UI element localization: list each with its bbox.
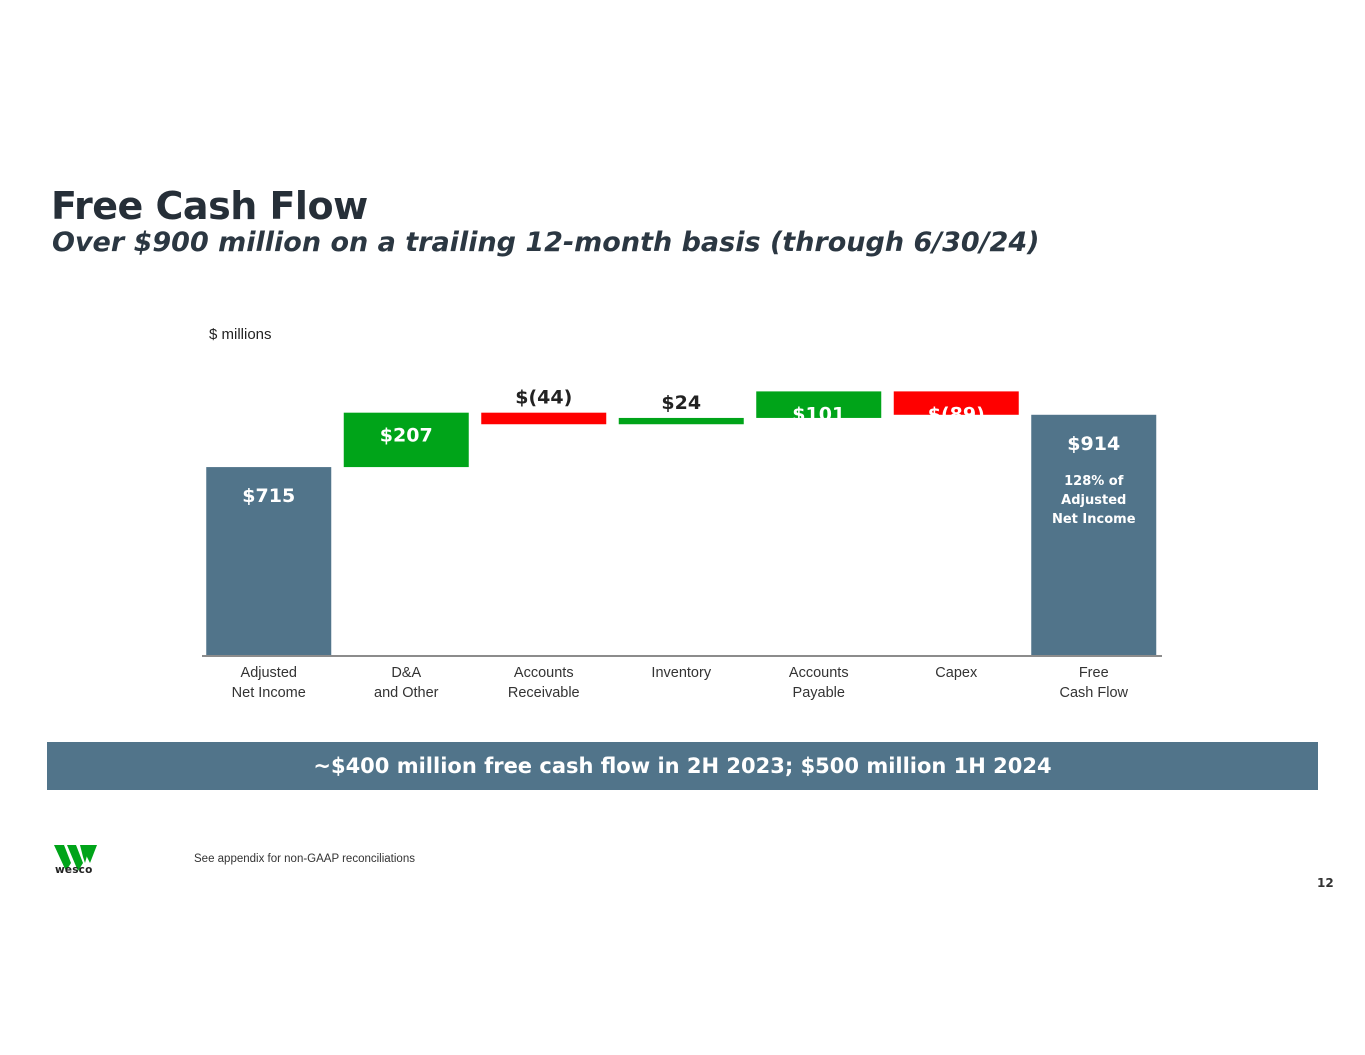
bar-annotation: 128% of Adjusted Net Income [1052,474,1136,527]
summary-banner: ~$400 million free cash flow in 2H 2023;… [47,742,1318,790]
logo-wordmark: wesco [55,864,93,876]
bar-3 [618,417,744,425]
bar-1 [343,412,469,468]
bar-4 [756,391,882,418]
value-label-3: $24 [661,392,701,414]
units-label: $ millions [209,326,272,343]
category-label-3: Inventory [651,665,711,681]
value-label-5: $(89) [928,403,985,425]
waterfall-chart: $715 Adjusted Net Income $207 D&A and Other $(… [202,387,1162,701]
page-number: 12 [1317,876,1334,890]
page-subtitle: Over $900 million on a trailing 12-month… [52,227,1040,258]
category-label-6: Free Cash Flow [1060,665,1129,701]
category-label-0: Adjusted Net Income [232,665,306,701]
wesco-w-logo-icon [54,845,97,871]
page-title: Free Cash Flow [51,184,368,228]
bar-0 [206,467,332,655]
value-label-6: $914 [1067,433,1120,455]
category-label-4: Accounts Payable [789,665,849,701]
bar-2 [481,412,607,425]
category-label-2: Accounts Receivable [508,665,580,701]
category-label-5: Capex [935,665,978,681]
footnote: See appendix for non-GAAP reconciliation… [194,853,415,865]
value-label-0: $715 [242,485,295,507]
bar-5 [893,391,1019,415]
value-label-1: $207 [380,425,433,447]
value-label-2: $(44) [515,387,572,409]
category-label-1: D&A and Other [374,665,439,701]
bar-6 [1031,414,1157,655]
value-label-4: $101 [792,403,845,425]
